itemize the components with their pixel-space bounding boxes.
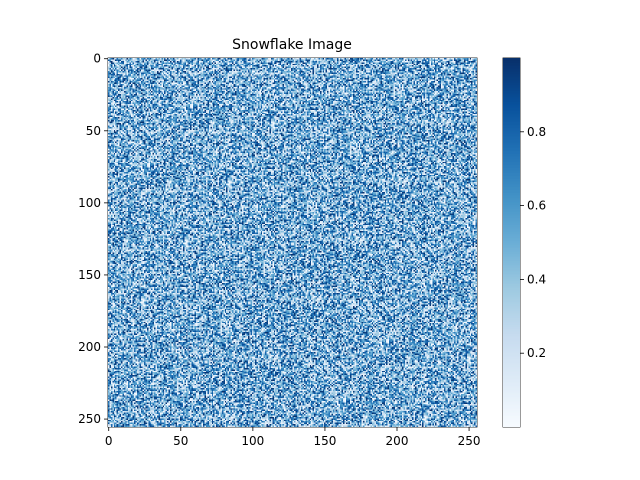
y-tick-label: 50 <box>86 124 101 138</box>
colorbar-tick-label: 0.4 <box>527 272 546 286</box>
colorbar-tick-label: 0.2 <box>527 346 546 360</box>
x-tick-label: 0 <box>105 434 113 448</box>
colorbar-tick-label: 0.6 <box>527 199 546 213</box>
x-tick-label: 200 <box>386 434 409 448</box>
x-tick-label: 250 <box>458 434 481 448</box>
y-axis: 0 50 100 150 200 250 <box>78 52 108 426</box>
y-tick-label: 100 <box>78 196 101 210</box>
x-tick-label: 150 <box>313 434 336 448</box>
colorbar-gradient <box>503 58 520 427</box>
y-tick-label: 250 <box>78 412 101 426</box>
colorbar-tick-label: 0.8 <box>527 125 546 139</box>
x-tick-label: 50 <box>173 434 188 448</box>
colorbar-axis: 0.2 0.4 0.6 0.8 <box>520 125 546 360</box>
heatmap-image <box>108 58 477 427</box>
x-axis: 0 50 100 150 200 250 <box>105 427 481 448</box>
y-tick-label: 150 <box>78 268 101 282</box>
x-tick-label: 100 <box>241 434 264 448</box>
y-tick-label: 200 <box>78 340 101 354</box>
y-tick-label: 0 <box>93 52 101 66</box>
chart-title: Snowflake Image <box>232 37 352 53</box>
